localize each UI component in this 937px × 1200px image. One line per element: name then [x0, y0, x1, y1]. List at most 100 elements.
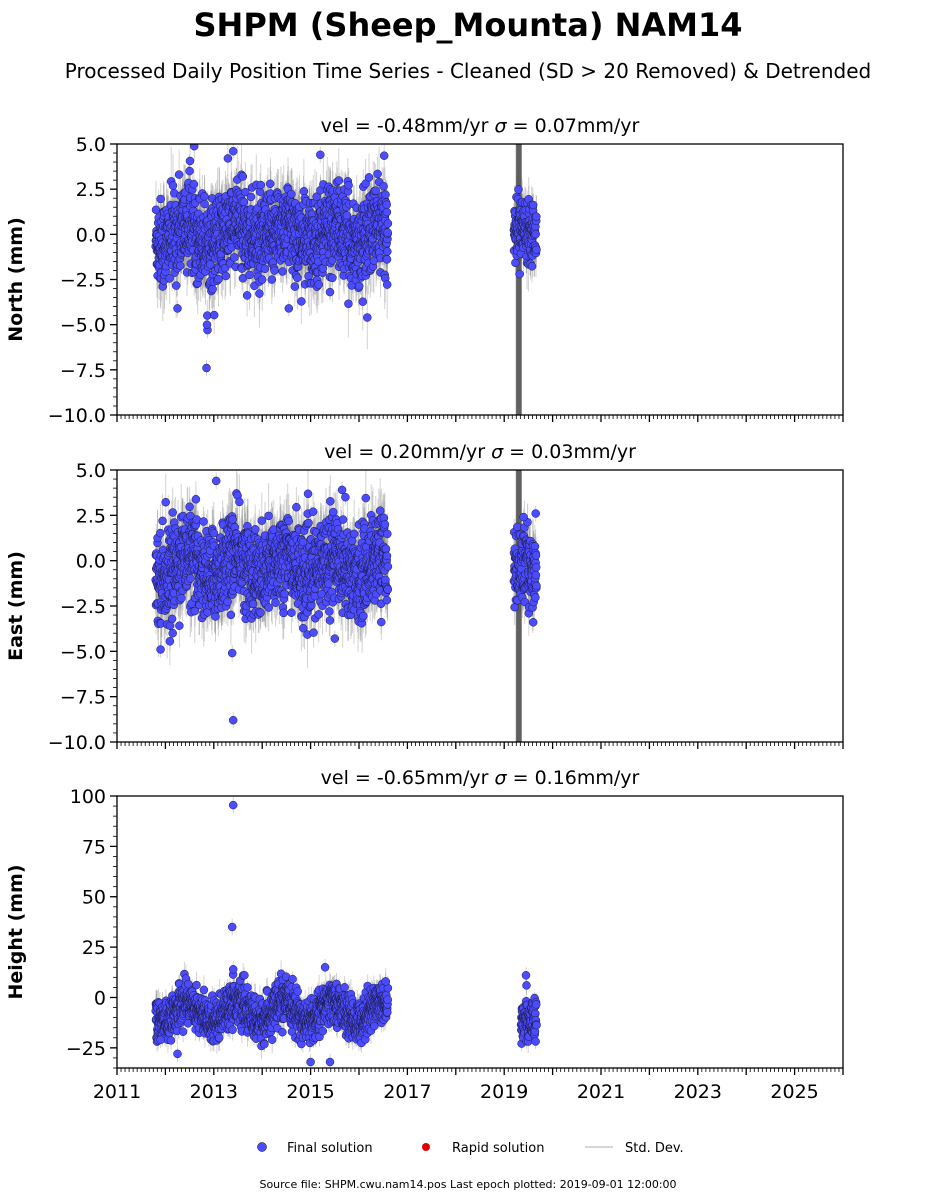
panel-title-sigma-value: = 0.03mm/yr — [503, 441, 636, 463]
final-solution-point — [189, 179, 199, 189]
final-solution-point — [354, 281, 364, 291]
final-solution-point — [364, 173, 374, 182]
final-solution-point — [171, 281, 181, 290]
panel-title-sigma-symbol: σ — [491, 441, 504, 463]
final-solution-point — [344, 180, 353, 190]
y-tick-label: −7.5 — [60, 360, 106, 382]
final-solution-point — [230, 253, 239, 262]
final-solution-point — [176, 261, 185, 271]
final-solution-point — [238, 274, 248, 283]
final-solution-point — [527, 262, 537, 271]
final-solution-point — [297, 297, 306, 306]
y-tick-label: −10.0 — [48, 405, 106, 427]
final-solution-point — [383, 228, 392, 237]
final-solution-point — [383, 219, 393, 228]
final-solution-point — [185, 156, 195, 166]
final-solution-point — [257, 275, 267, 284]
final-solution-point — [514, 185, 523, 194]
y-tick-label: 0.0 — [76, 224, 106, 246]
final-solution-point — [363, 313, 372, 322]
panel-title-sigma-value: = 0.07mm/yr — [507, 115, 640, 137]
final-solution-point — [373, 169, 382, 179]
final-solution-point — [256, 180, 266, 190]
panel-title: vel = 0.20mm/yr σ = 0.03mm/yr — [324, 441, 636, 463]
final-solution-point — [316, 150, 325, 160]
final-solution-point — [532, 245, 541, 255]
final-solution-point — [344, 299, 353, 309]
final-solution-point — [214, 274, 223, 284]
final-solution-point — [511, 258, 520, 268]
final-solution-point — [228, 146, 238, 156]
final-solution-point — [255, 289, 264, 298]
final-solution-point — [151, 205, 161, 215]
final-solution-point — [532, 212, 541, 221]
y-tick-label: 5.0 — [76, 134, 106, 156]
y-tick-label: 2.5 — [76, 179, 106, 201]
final-solution-point — [267, 275, 277, 284]
final-solution-point — [202, 363, 211, 373]
final-solution-point — [382, 255, 392, 264]
plot-area — [151, 144, 541, 415]
final-solution-point — [202, 320, 212, 329]
figure-title: SHPM (Sheep_Mounta) NAM14 — [194, 6, 743, 44]
north-panel: vel = -0.48mm/yr σ = 0.07mm/yr North (mm)… — [5, 115, 844, 427]
final-solution-point — [156, 194, 165, 204]
y-axis-label: East (mm) — [5, 551, 27, 661]
final-solution-point — [205, 260, 215, 269]
final-solution-point — [293, 273, 302, 283]
final-solution-point — [260, 264, 270, 274]
final-solution-point — [265, 179, 275, 189]
panel-title-sigma-symbol: σ — [495, 115, 508, 137]
final-solution-point — [173, 304, 182, 313]
final-solution-point — [290, 282, 300, 291]
final-solution-point — [185, 166, 194, 176]
final-solution-point — [379, 151, 389, 160]
final-solution-point — [287, 189, 296, 199]
y-tick-label: −2.5 — [60, 270, 106, 292]
final-solution-point — [379, 182, 388, 191]
final-solution-point — [278, 267, 287, 276]
plot-area — [151, 470, 541, 742]
final-solution-point — [174, 170, 184, 179]
final-solution-point — [242, 291, 252, 300]
final-solution-point — [221, 271, 231, 281]
y-tick-label: −5.0 — [60, 315, 106, 337]
final-solution-point — [209, 310, 219, 320]
final-solution-point — [383, 247, 392, 256]
final-solution-point — [238, 172, 248, 181]
figure-subtitle: Processed Daily Position Time Series - C… — [65, 59, 871, 83]
final-solution-point — [246, 192, 256, 202]
final-solution-point — [381, 190, 390, 199]
final-solution-point — [165, 274, 174, 283]
final-solution-point — [328, 273, 337, 283]
final-solution-point — [528, 200, 538, 210]
final-solution-point — [189, 144, 199, 151]
final-solution-point — [270, 266, 279, 275]
final-solution-point — [334, 176, 344, 185]
final-solution-point — [314, 280, 323, 289]
panel-title-velocity: vel = -0.48mm/yr — [321, 115, 495, 137]
final-solution-point — [241, 187, 250, 197]
final-solution-point — [382, 200, 391, 209]
final-solution-point — [200, 199, 209, 209]
final-solution-point — [284, 304, 294, 313]
y-axis-label: North (mm) — [5, 217, 27, 342]
final-solution-point — [358, 297, 368, 306]
final-solution-point — [245, 270, 254, 280]
panel-title: vel = -0.48mm/yr σ = 0.07mm/yr — [321, 115, 640, 137]
final-solution-point — [312, 192, 321, 201]
final-solution-point — [342, 211, 352, 220]
final-solution-point — [382, 207, 392, 217]
final-solution-point — [382, 280, 392, 289]
final-solution-point — [239, 197, 249, 207]
final-solution-point — [325, 287, 335, 297]
final-solution-point — [168, 181, 178, 190]
final-solution-point — [200, 192, 209, 201]
final-solution-point — [531, 229, 540, 239]
final-solution-point — [223, 154, 233, 163]
final-solution-point — [208, 284, 217, 294]
final-solution-point — [515, 269, 524, 279]
final-solution-point — [371, 186, 380, 195]
